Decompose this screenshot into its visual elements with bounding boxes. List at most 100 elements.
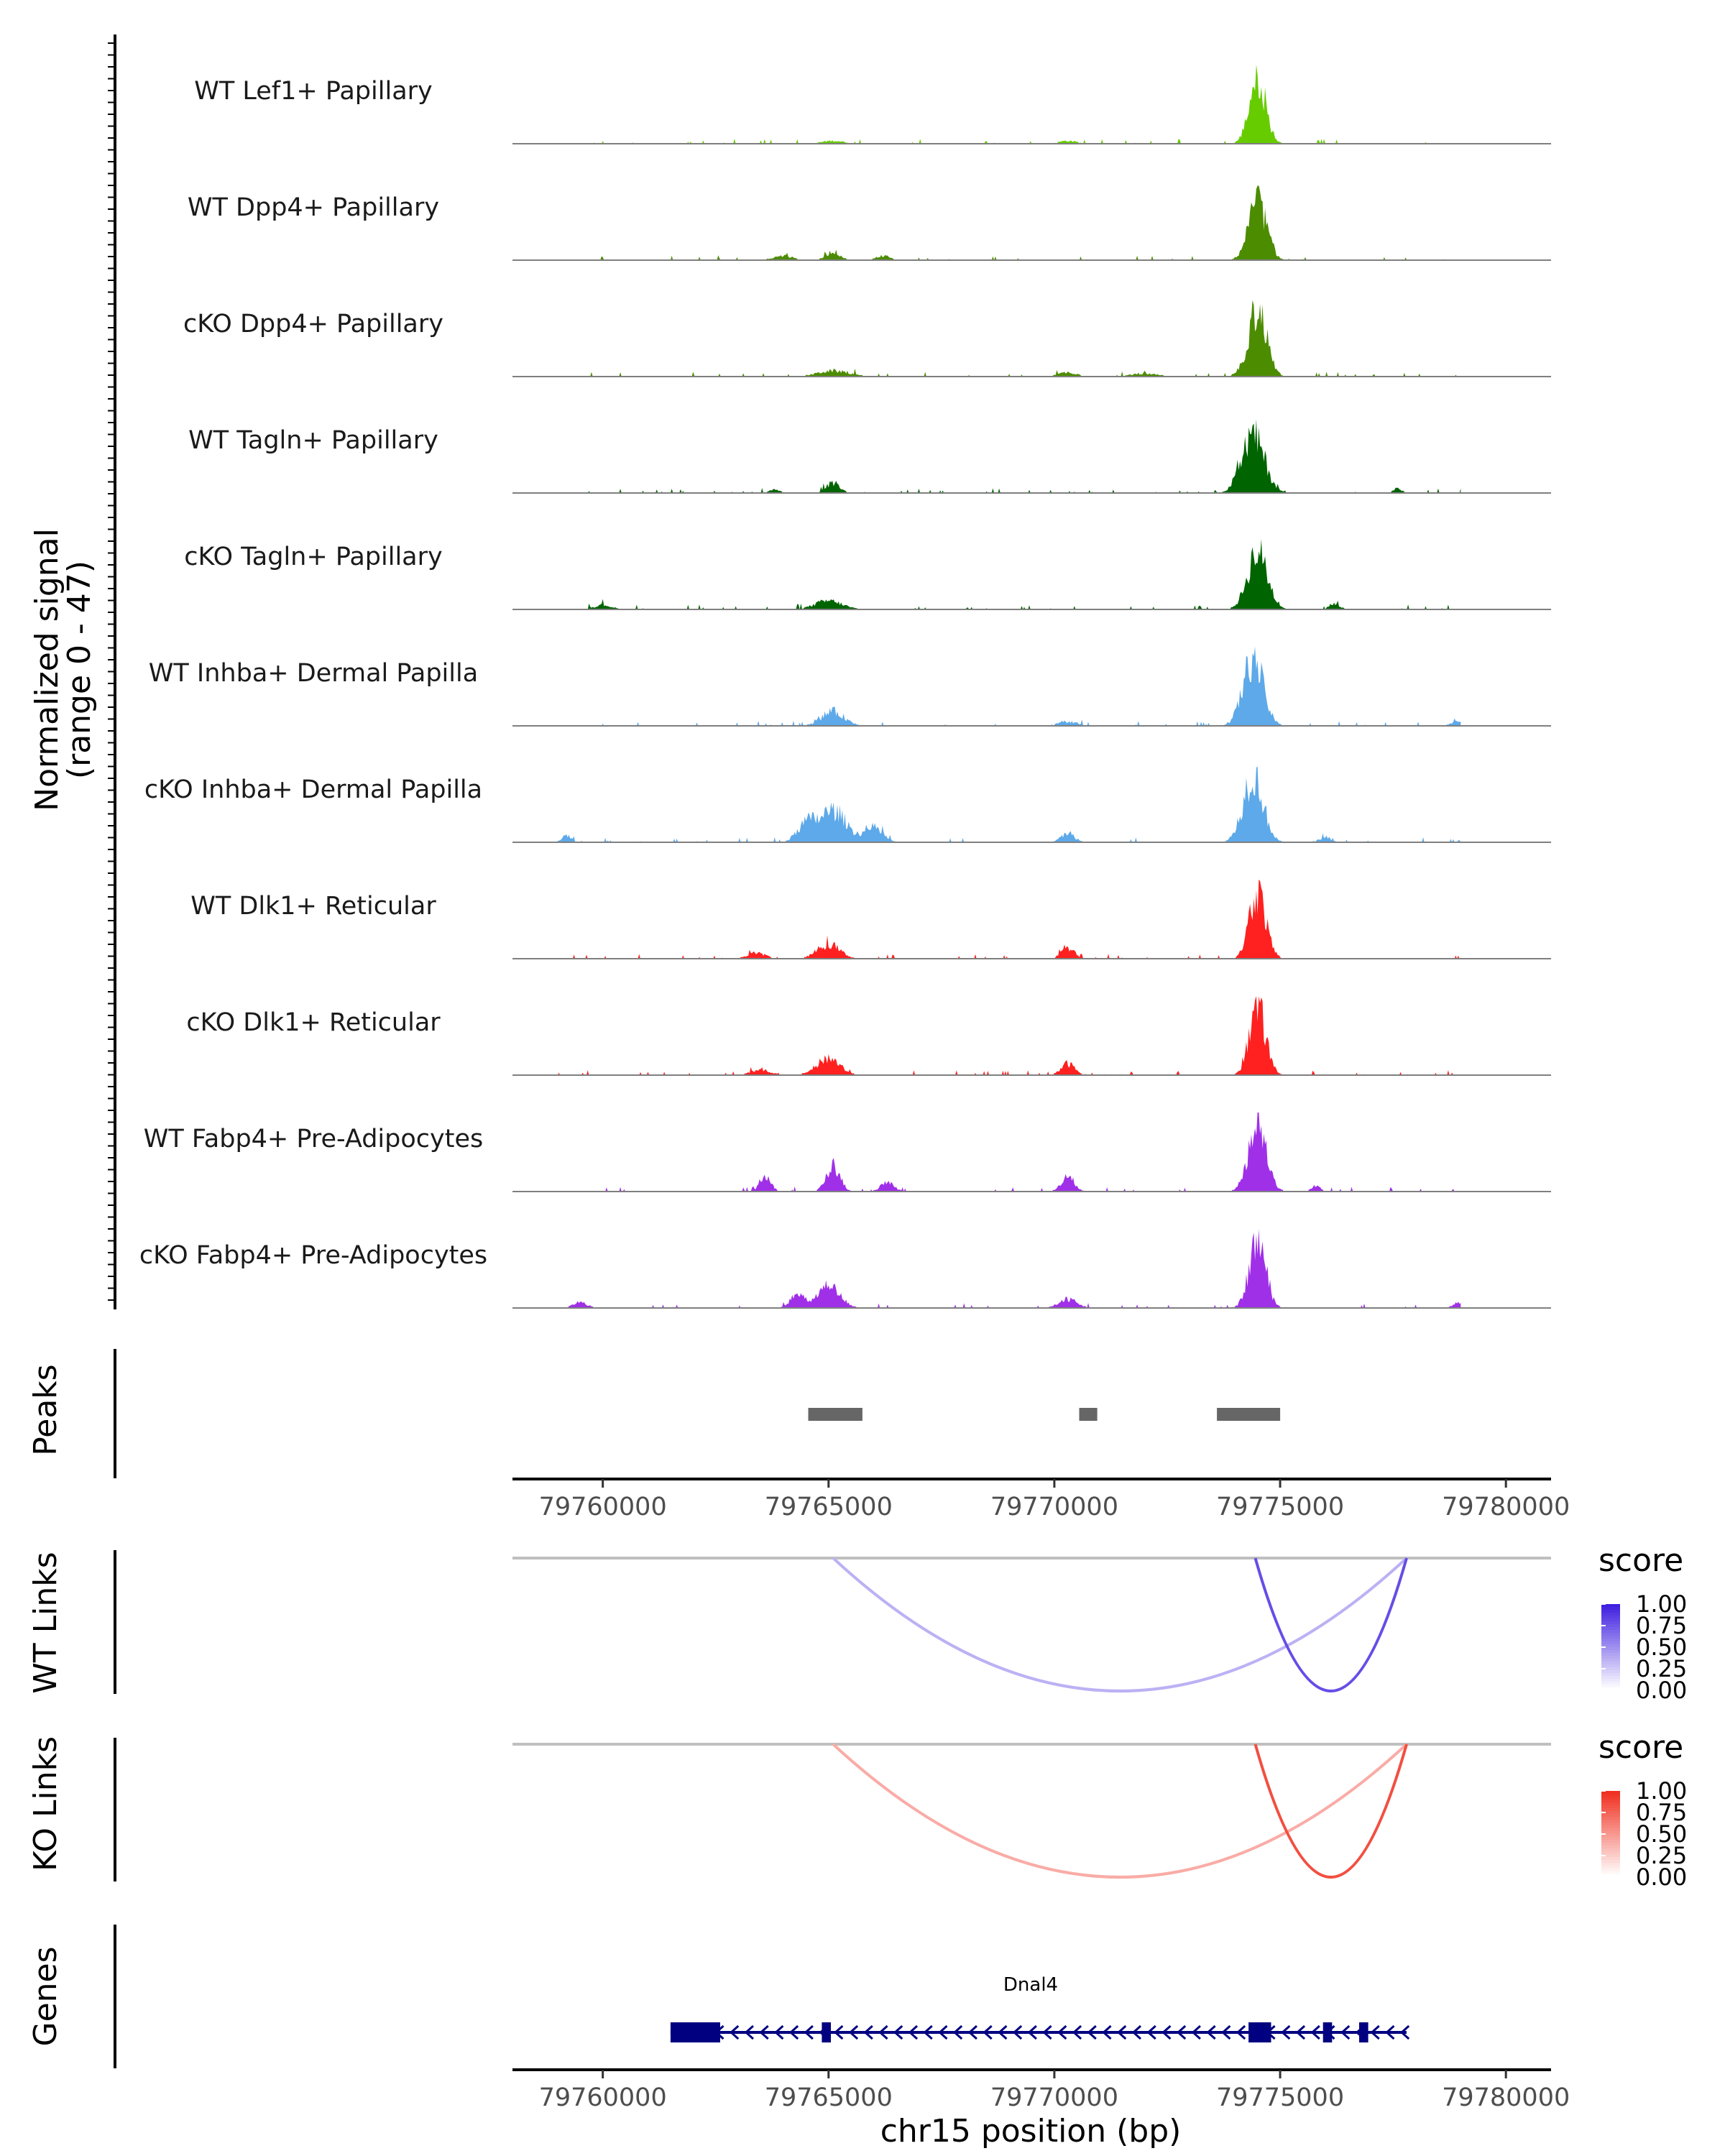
track-label: WT Dpp4+ Papillary xyxy=(188,193,439,222)
legend-color-step xyxy=(1601,1687,1620,1691)
legend-color-step xyxy=(1601,1851,1620,1855)
legend-color-step xyxy=(1601,1636,1620,1639)
strand-arrow xyxy=(1012,2024,1023,2040)
peak-region xyxy=(1217,1408,1281,1421)
track-label: WT Lef1+ Papillary xyxy=(194,77,433,106)
legend-tick-label: 1.00 xyxy=(1636,1777,1687,1805)
legend-tick-label: 0.25 xyxy=(1636,1842,1687,1869)
strand-arrow xyxy=(1087,2024,1097,2040)
strand-arrow xyxy=(983,2024,993,2040)
x-tick-label: 79765000 xyxy=(765,2083,893,2112)
track-label: WT Inhba+ Dermal Papilla xyxy=(149,659,478,688)
strand-arrow xyxy=(788,2024,799,2040)
legend-color-step xyxy=(1601,1863,1620,1866)
strand-arrow xyxy=(804,2024,814,2040)
legend-tick-label: 0.50 xyxy=(1636,1820,1687,1848)
track-label: cKO Fabp4+ Pre-Adipocytes xyxy=(139,1241,487,1270)
legend-color-step xyxy=(1601,1860,1620,1864)
track-label: cKO Inhba+ Dermal Papilla xyxy=(144,775,482,804)
legend-color-step xyxy=(1601,1828,1620,1832)
strand-arrow xyxy=(1191,2024,1201,2040)
strand-arrow xyxy=(1221,2024,1231,2040)
x-tick-label: 79765000 xyxy=(765,1493,893,1521)
legend-color-step xyxy=(1601,1621,1620,1625)
legend-tick-label: 0.75 xyxy=(1636,1799,1687,1826)
legend-color-step xyxy=(1601,1673,1620,1677)
strand-arrow xyxy=(1162,2024,1172,2040)
strand-arrow xyxy=(848,2024,859,2040)
legend-color-step xyxy=(1601,1682,1620,1685)
coverage-ylabel-line1: Normalized signal xyxy=(29,528,65,811)
coverage-track: WT Inhba+ Dermal Papilla xyxy=(149,647,1551,727)
legend-tick-label: 0.25 xyxy=(1636,1655,1687,1682)
legend-color-step xyxy=(1601,1667,1620,1671)
strand-arrow xyxy=(1102,2024,1112,2040)
legend-color-step xyxy=(1601,1670,1620,1674)
legend-color-step xyxy=(1601,1871,1620,1875)
x-tick-label: 79780000 xyxy=(1442,2083,1570,2112)
x-tick-label: 79780000 xyxy=(1442,1493,1570,1521)
peak-region xyxy=(808,1408,862,1421)
legend-color-step xyxy=(1601,1834,1620,1838)
track-label: WT Tagln+ Papillary xyxy=(188,426,438,455)
legend-color-step xyxy=(1601,1866,1620,1869)
legend-color-step xyxy=(1601,1679,1620,1682)
gene-exon xyxy=(822,2022,831,2042)
strand-arrow xyxy=(938,2024,948,2040)
legend-color-step xyxy=(1601,1848,1620,1852)
ko-links-arcs xyxy=(512,1743,1551,1879)
strand-arrow xyxy=(834,2024,844,2040)
gene-name: Dnal4 xyxy=(1003,1974,1058,1996)
x-axis-title: chr15 position (bp) xyxy=(880,2113,1182,2150)
x-tick-label: 79760000 xyxy=(539,2083,667,2112)
legend-tick-label: 0.50 xyxy=(1636,1634,1687,1661)
legend-color-step xyxy=(1601,1662,1620,1665)
ko-links-label: KO Links xyxy=(27,1736,64,1871)
legend-color-step xyxy=(1601,1607,1620,1611)
strand-arrow xyxy=(759,2024,769,2040)
legend-tick-label: 0.00 xyxy=(1636,1864,1687,1891)
legend-color-step xyxy=(1601,1633,1620,1636)
peaks-label: Peaks xyxy=(27,1364,64,1455)
x-axis-bottom: 79760000 79765000 79770000 79775000 79780000 xyxy=(512,2068,1570,2112)
strand-arrow xyxy=(774,2024,784,2040)
legend-color-step xyxy=(1601,1843,1620,1846)
strand-arrow xyxy=(952,2024,963,2040)
legend-color-step xyxy=(1601,1624,1620,1628)
x-axis-top: 79760000 79765000 79770000 79775000 79780000 xyxy=(512,1478,1570,1521)
coverage-ylabel-line2: (range 0 - 47) xyxy=(61,561,98,779)
legend-color-step xyxy=(1601,1825,1620,1829)
wt-links-arcs xyxy=(512,1557,1551,1692)
legend-color-step xyxy=(1601,1685,1620,1688)
legend-color-step xyxy=(1601,1869,1620,1872)
strand-arrow xyxy=(729,2024,740,2040)
strand-arrow xyxy=(998,2024,1008,2040)
strand-arrow xyxy=(1117,2024,1127,2040)
strand-arrow xyxy=(1027,2024,1037,2040)
coverage-axis xyxy=(108,34,116,1309)
strand-arrow xyxy=(863,2024,873,2040)
x-tick-label: 79775000 xyxy=(1216,1493,1344,1521)
x-tick-label: 79770000 xyxy=(990,1493,1118,1521)
track-label: cKO Tagln+ Papillary xyxy=(184,543,443,571)
legend-color-step xyxy=(1601,1811,1620,1815)
coverage-track: cKO Dlk1+ Reticular xyxy=(186,996,1551,1076)
legend-color-step xyxy=(1601,1659,1620,1662)
strand-arrow xyxy=(1146,2024,1156,2040)
legend-color-step xyxy=(1601,1639,1620,1642)
strand-arrow xyxy=(1042,2024,1052,2040)
legend-color-step xyxy=(1601,1854,1620,1858)
strand-arrow xyxy=(1310,2024,1320,2040)
strand-arrow xyxy=(1236,2024,1246,2040)
x-tick-label: 79770000 xyxy=(990,2083,1118,2112)
genes-label: Genes xyxy=(27,1946,64,2046)
legend-color-step xyxy=(1601,1840,1620,1843)
coverage-track: WT Dlk1+ Reticular xyxy=(190,880,1551,959)
strand-arrow xyxy=(878,2024,888,2040)
legend-color-step xyxy=(1601,1630,1620,1634)
strand-arrow xyxy=(1385,2024,1395,2040)
legend-color-step xyxy=(1601,1817,1620,1820)
legend-tick-label: 0.00 xyxy=(1636,1677,1687,1704)
